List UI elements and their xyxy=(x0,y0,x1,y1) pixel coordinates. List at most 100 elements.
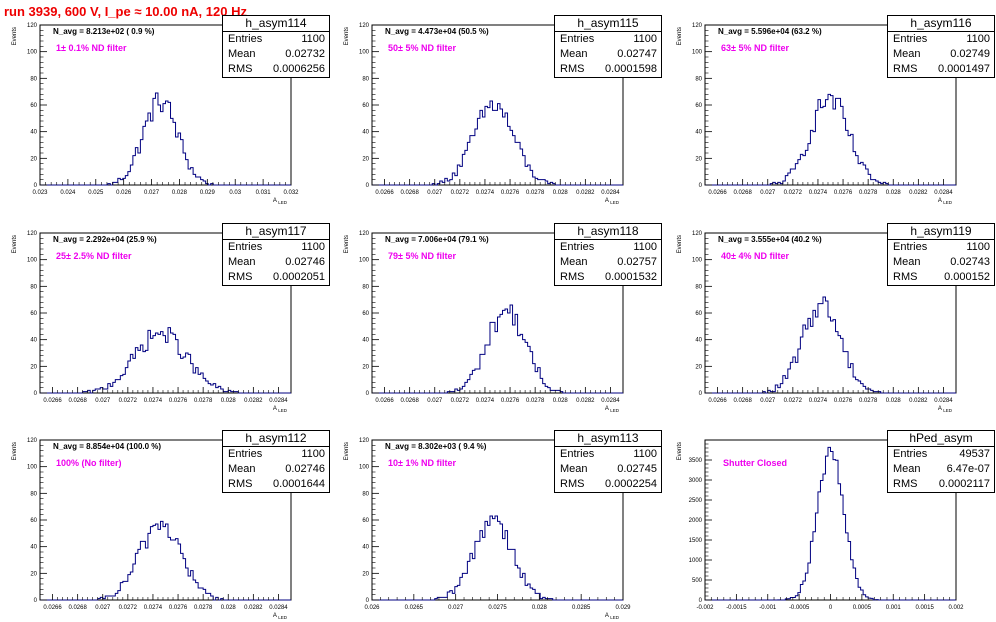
y-tick-label: 20 xyxy=(695,156,702,162)
y-tick-label: 120 xyxy=(692,23,703,29)
histogram-pad-h_asym118: 0.0266 0.0268 0.027 0.0272 0.0274 0.0276 0.027… xyxy=(337,223,638,413)
x-tick-label: 0.0274 xyxy=(809,398,828,404)
x-tick-label: 0.0282 xyxy=(576,398,595,404)
x-tick-label: 0.0284 xyxy=(601,398,620,404)
y-axis-label: Events xyxy=(12,235,18,253)
histogram-name: h_asym116 xyxy=(888,16,994,32)
stats-box: h_asym115 Entries 1100 Mean 0.02747 RMS 0.0001… xyxy=(554,15,662,78)
y-axis-label: Events xyxy=(344,442,350,460)
x-tick-label: 0.0266 xyxy=(375,398,394,404)
y-tick-label: 120 xyxy=(27,23,38,29)
stats-key: RMS xyxy=(228,271,253,283)
x-tick-label: 0.0276 xyxy=(169,605,188,611)
x-tick-label: 0.0284 xyxy=(269,398,288,404)
stats-row-entries: Entries 1100 xyxy=(888,240,994,255)
y-axis-label: Events xyxy=(677,235,683,253)
x-tick-label: 0.0276 xyxy=(501,398,520,404)
y-tick-label: 40 xyxy=(30,130,37,136)
x-tick-label: 0.028 xyxy=(221,398,237,404)
y-tick-label: 20 xyxy=(30,571,37,577)
stats-row-mean: Mean 6.47e-07 xyxy=(888,462,994,477)
x-tick-label: 0.0284 xyxy=(601,190,620,196)
y-tick-label: 0 xyxy=(34,183,38,189)
x-tick-label: 0.027 xyxy=(427,190,443,196)
y-tick-label: 60 xyxy=(362,518,369,524)
stats-row-mean: Mean 0.02749 xyxy=(888,47,994,62)
histogram-line xyxy=(372,100,623,186)
y-tick-label: 2500 xyxy=(689,498,703,504)
filter-label: Shutter Closed xyxy=(723,458,788,468)
histogram-line xyxy=(705,296,956,394)
y-tick-label: 100 xyxy=(27,258,38,264)
run-title: run 3939, 600 V, I_pe ≈ 10.00 nA, 120 Hz xyxy=(4,4,247,19)
y-axis-label: Events xyxy=(344,235,350,253)
stats-key: Mean xyxy=(893,463,921,475)
x-tick-label: -0.0015 xyxy=(726,605,747,611)
x-tick-label: 0.0278 xyxy=(859,190,878,196)
stats-value: 0.0002117 xyxy=(938,478,990,490)
filter-label: 100% (No filter) xyxy=(56,458,122,468)
stats-value: 0.02732 xyxy=(285,48,325,60)
x-tick-label: 0.0274 xyxy=(809,190,828,196)
y-tick-label: 100 xyxy=(27,465,38,471)
filter-label: 63± 5% ND filter xyxy=(721,43,789,53)
stats-value: 6.47e-07 xyxy=(946,463,990,475)
histogram-name: hPed_asym xyxy=(888,431,994,447)
stats-key: RMS xyxy=(228,63,253,75)
histogram-line xyxy=(705,93,956,186)
y-tick-label: 40 xyxy=(362,130,369,136)
x-tick-label: 0.0272 xyxy=(451,398,470,404)
navg-label: N_avg = 8.213e+02 ( 0.9 %) xyxy=(53,27,155,36)
stats-row-mean: Mean 0.02746 xyxy=(223,255,329,270)
x-tick-label: 0.0278 xyxy=(194,605,213,611)
y-tick-label: 60 xyxy=(30,518,37,524)
stats-value: 1100 xyxy=(966,33,990,45)
y-tick-label: 80 xyxy=(362,491,369,497)
y-tick-label: 20 xyxy=(30,156,37,162)
histogram-pad-h_asym112: 0.0266 0.0268 0.027 0.0272 0.0274 0.0276 0.027… xyxy=(5,430,306,620)
y-tick-label: 40 xyxy=(362,338,369,344)
x-tick-label: 0.0282 xyxy=(909,190,928,196)
x-tick-label: -0.001 xyxy=(759,605,777,611)
x-tick-label: 0.028 xyxy=(886,398,902,404)
x-tick-label: 0.0274 xyxy=(476,190,495,196)
histogram-svg: -0.002 -0.0015 -0.001 -0.0005 0 0.0005 0.001 0.… xyxy=(677,439,964,611)
x-tick-label: 0.025 xyxy=(88,190,104,196)
stats-box: h_asym113 Entries 1100 Mean 0.02745 RMS 0.0002… xyxy=(554,430,662,493)
stats-box: h_asym114 Entries 1100 Mean 0.02732 RMS 0.0006… xyxy=(222,15,330,78)
stats-value: 0.02747 xyxy=(617,48,657,60)
stats-row-mean: Mean 0.02746 xyxy=(223,462,329,477)
y-tick-label: 2000 xyxy=(689,518,703,524)
x-tick-label: 0.0284 xyxy=(934,398,953,404)
x-tick-label: 0.027 xyxy=(760,190,776,196)
y-tick-label: 40 xyxy=(695,338,702,344)
stats-row-rms: RMS 0.0002051 xyxy=(223,270,329,285)
histogram-name: h_asym118 xyxy=(555,224,661,240)
stats-value: 0.02746 xyxy=(285,463,325,475)
stats-row-entries: Entries 1100 xyxy=(223,447,329,462)
x-tick-label: 0.0272 xyxy=(451,190,470,196)
x-tick-label: 0.0282 xyxy=(576,190,595,196)
x-tick-label: 0.028 xyxy=(172,190,188,196)
stats-key: RMS xyxy=(228,478,253,490)
y-tick-label: 120 xyxy=(359,438,370,444)
stats-box: h_asym119 Entries 1100 Mean 0.02743 RMS 0.0001… xyxy=(887,223,995,286)
histogram-line xyxy=(372,515,623,601)
y-axis-label: Events xyxy=(12,27,18,45)
x-axis-label: A LED xyxy=(273,406,288,413)
stats-row-rms: RMS 0.0001598 xyxy=(555,62,661,77)
histogram-name: h_asym112 xyxy=(223,431,329,447)
x-tick-label: -0.0005 xyxy=(789,605,810,611)
stats-key: Entries xyxy=(560,448,595,460)
y-axis-label: Events xyxy=(677,27,683,45)
stats-value: 49537 xyxy=(959,448,990,460)
stats-key: Entries xyxy=(893,241,928,253)
y-tick-label: 100 xyxy=(359,50,370,56)
x-tick-label: 0.0282 xyxy=(909,398,928,404)
x-tick-label: 0.0275 xyxy=(488,605,507,611)
stats-row-entries: Entries 1100 xyxy=(223,240,329,255)
y-axis-label: Events xyxy=(344,27,350,45)
histogram-name: h_asym117 xyxy=(223,224,329,240)
x-tick-label: 0.028 xyxy=(532,605,548,611)
